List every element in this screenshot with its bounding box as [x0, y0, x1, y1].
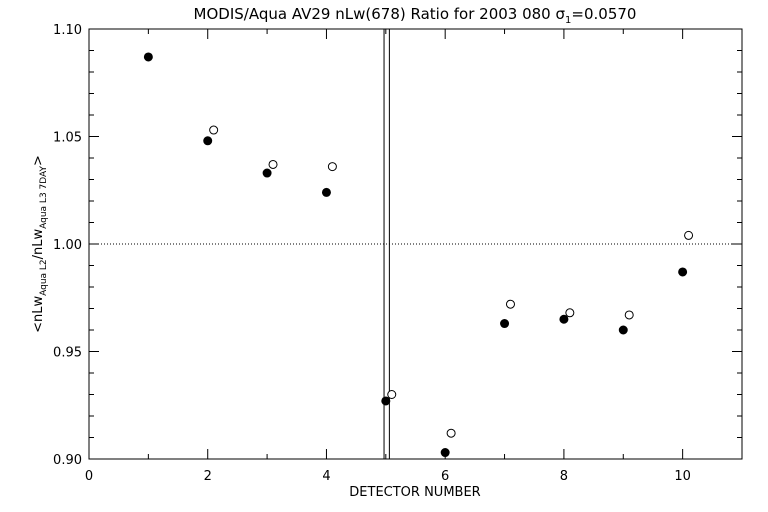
chart-title-tail: =0.0570: [571, 5, 636, 23]
data-point-open: [505, 299, 515, 309]
data-point-filled: [321, 187, 331, 197]
y-tick-label: 1.10: [53, 23, 82, 38]
y-tick-label: 0.90: [53, 453, 82, 468]
y-axis-label-suffix: >: [31, 155, 46, 166]
data-point-filled: [678, 267, 688, 277]
x-tick-label: 8: [560, 469, 568, 484]
data-point-open: [327, 162, 337, 172]
chart-title-main: MODIS/Aqua AV29 nLw(678) Ratio for 2003 …: [194, 5, 566, 23]
y-axis-label-prefix: <nLw: [31, 296, 46, 333]
data-point-open: [387, 390, 397, 399]
data-point-filled: [143, 52, 153, 62]
x-tick-label: 2: [204, 469, 212, 484]
data-point-filled: [618, 325, 628, 335]
x-tick-label: 4: [322, 469, 330, 484]
y-axis-label-subscript-1: Aqua L2: [39, 259, 49, 296]
x-tick-label: 10: [674, 469, 691, 484]
data-point-filled: [203, 136, 213, 146]
y-tick-label: 1.00: [53, 238, 82, 253]
y-axis-label-mid: /nLw: [31, 228, 46, 259]
y-axis-label-subscript-2: Aqua L3 7DAY: [39, 166, 49, 229]
x-tick-label: 0: [85, 469, 93, 484]
data-point-open: [684, 230, 694, 240]
data-point-open: [209, 125, 219, 135]
y-tick-label: 1.05: [53, 131, 82, 146]
data-point-open: [268, 159, 278, 169]
data-point-filled: [262, 168, 272, 178]
x-tick-label: 6: [441, 469, 449, 484]
data-point-open: [565, 308, 575, 318]
chart-title-subscript: 1: [565, 15, 571, 26]
x-axis-label: DETECTOR NUMBER: [349, 485, 480, 500]
chart-title: MODIS/Aqua AV29 nLw(678) Ratio for 2003 …: [194, 5, 637, 26]
data-point-filled: [381, 396, 391, 406]
y-tick-label: 0.95: [53, 346, 82, 361]
data-point-filled: [440, 448, 450, 458]
data-point-filled: [500, 319, 510, 329]
data-point-open: [446, 428, 456, 438]
data-point-filled: [559, 314, 569, 324]
data-point-open: [624, 310, 634, 320]
y-axis-label: <nLwAqua L2/nLwAqua L3 7DAY>: [31, 155, 49, 333]
